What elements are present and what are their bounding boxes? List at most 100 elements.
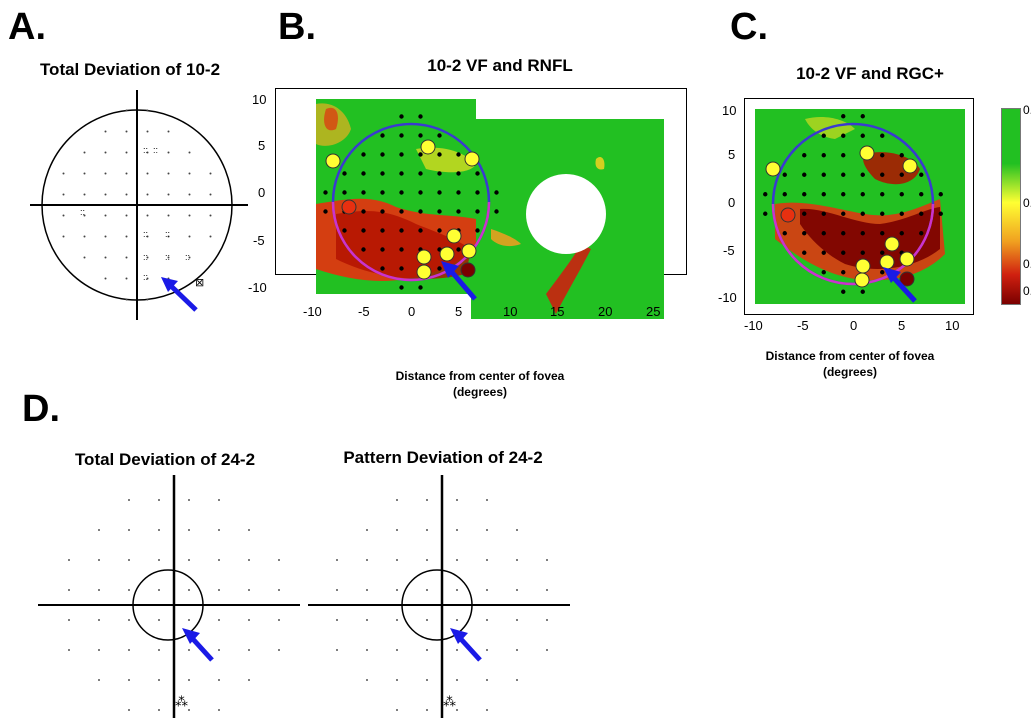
grid-dot bbox=[62, 193, 65, 196]
grid-dot bbox=[158, 559, 160, 561]
panel-c-ytick: 5 bbox=[728, 147, 736, 162]
grid-dot bbox=[475, 171, 480, 176]
grid-dot bbox=[218, 649, 220, 651]
grid-dot bbox=[125, 130, 128, 133]
panel-d-left-plot: ⁂ bbox=[38, 475, 300, 718]
grid-dot bbox=[456, 247, 461, 252]
panel-b-xtick: -10 bbox=[303, 304, 322, 319]
panel-c-xtick: -5 bbox=[797, 318, 809, 333]
grid-dot bbox=[821, 133, 826, 138]
grid-dot bbox=[104, 130, 107, 133]
grid-dot bbox=[125, 235, 128, 238]
grid-dot bbox=[821, 153, 826, 158]
grid-dot bbox=[380, 190, 385, 195]
grid-dot bbox=[399, 114, 404, 119]
grid-dot bbox=[437, 171, 442, 176]
grid-dot bbox=[146, 214, 149, 217]
grid-dot bbox=[426, 679, 428, 681]
grid-dot bbox=[188, 649, 190, 651]
grid-dot bbox=[456, 529, 458, 531]
grid-dot bbox=[821, 250, 826, 255]
grid-dot bbox=[188, 214, 191, 217]
svg-text:::: :: bbox=[185, 252, 190, 262]
panel-d-left-title: Total Deviation of 24-2 bbox=[74, 450, 256, 469]
grid-dot bbox=[188, 559, 190, 561]
grid-dot bbox=[361, 247, 366, 252]
grid-dot bbox=[104, 256, 107, 259]
grid-dot bbox=[516, 589, 518, 591]
panel-b-ytick: -5 bbox=[253, 233, 265, 248]
grid-dot bbox=[128, 499, 130, 501]
grid-dot bbox=[821, 211, 826, 216]
panel-c-test-points bbox=[765, 145, 918, 288]
grid-dot bbox=[188, 499, 190, 501]
grid-dot bbox=[83, 193, 86, 196]
grid-dot bbox=[128, 619, 130, 621]
grid-dot bbox=[899, 172, 904, 177]
grid-dot bbox=[248, 679, 250, 681]
grid-dot bbox=[128, 649, 130, 651]
grid-dot bbox=[209, 214, 212, 217]
grid-dot bbox=[361, 152, 366, 157]
svg-text:⁂: ⁂ bbox=[175, 694, 188, 709]
grid-dot bbox=[248, 529, 250, 531]
grid-dot bbox=[104, 235, 107, 238]
grid-dot bbox=[880, 153, 885, 158]
grid-dot bbox=[278, 559, 280, 561]
grid-dot bbox=[456, 679, 458, 681]
grid-dot bbox=[125, 298, 128, 301]
panel-b-xtick: 5 bbox=[455, 304, 463, 319]
grid-dot bbox=[380, 228, 385, 233]
grid-dot bbox=[361, 190, 366, 195]
panel-b-title: 10-2 VF and RNFL bbox=[427, 56, 573, 75]
grid-dot bbox=[880, 250, 885, 255]
grid-dot bbox=[146, 109, 149, 112]
panel-c-ytick: -10 bbox=[718, 290, 737, 305]
grid-dot bbox=[841, 172, 846, 177]
panel-b-letter: B. bbox=[278, 6, 316, 48]
grid-dot bbox=[248, 559, 250, 561]
grid-dot bbox=[366, 589, 368, 591]
grid-dot bbox=[218, 559, 220, 561]
grid-dot bbox=[516, 529, 518, 531]
grid-dot bbox=[919, 211, 924, 216]
grid-dot bbox=[104, 214, 107, 217]
panel-c-title: 10-2 VF and RGC+ bbox=[796, 64, 944, 83]
svg-text:⁂: ⁂ bbox=[443, 694, 456, 709]
grid-dot bbox=[426, 619, 428, 621]
grid-dot bbox=[437, 133, 442, 138]
grid-dot bbox=[456, 209, 461, 214]
grid-dot bbox=[516, 649, 518, 651]
grid-dot bbox=[399, 209, 404, 214]
grid-dot bbox=[396, 559, 398, 561]
grid-dot bbox=[209, 193, 212, 196]
grid-dot bbox=[128, 559, 130, 561]
panel-b-ytick: 10 bbox=[252, 92, 267, 107]
grid-dot bbox=[399, 228, 404, 233]
grid-dot bbox=[546, 559, 548, 561]
svg-text:::: :: bbox=[143, 229, 148, 239]
panel-d-right-plot: ⁂ bbox=[308, 475, 570, 718]
panel-b-ytick: -10 bbox=[248, 280, 267, 295]
grid-dot bbox=[125, 172, 128, 175]
grid-dot bbox=[128, 709, 130, 711]
grid-dot bbox=[218, 709, 220, 711]
grid-dot bbox=[188, 256, 191, 259]
panel-a-plot: :::: :: :::: :::::: :: ⊠ bbox=[30, 90, 248, 320]
grid-dot bbox=[396, 499, 398, 501]
grid-dot bbox=[98, 559, 100, 561]
grid-dot bbox=[158, 709, 160, 711]
grid-dot bbox=[361, 209, 366, 214]
grid-dot bbox=[167, 256, 170, 259]
grid-dot bbox=[437, 190, 442, 195]
panel-c-grid-dots bbox=[763, 114, 943, 294]
grid-dot bbox=[437, 228, 442, 233]
grid-dot bbox=[899, 153, 904, 158]
panel-d-letter: D. bbox=[22, 388, 60, 430]
grid-dot bbox=[486, 499, 488, 501]
grid-dot bbox=[841, 231, 846, 236]
grid-dot bbox=[782, 231, 787, 236]
grid-dot bbox=[802, 250, 807, 255]
grid-dot bbox=[821, 172, 826, 177]
grid-dot bbox=[418, 190, 423, 195]
